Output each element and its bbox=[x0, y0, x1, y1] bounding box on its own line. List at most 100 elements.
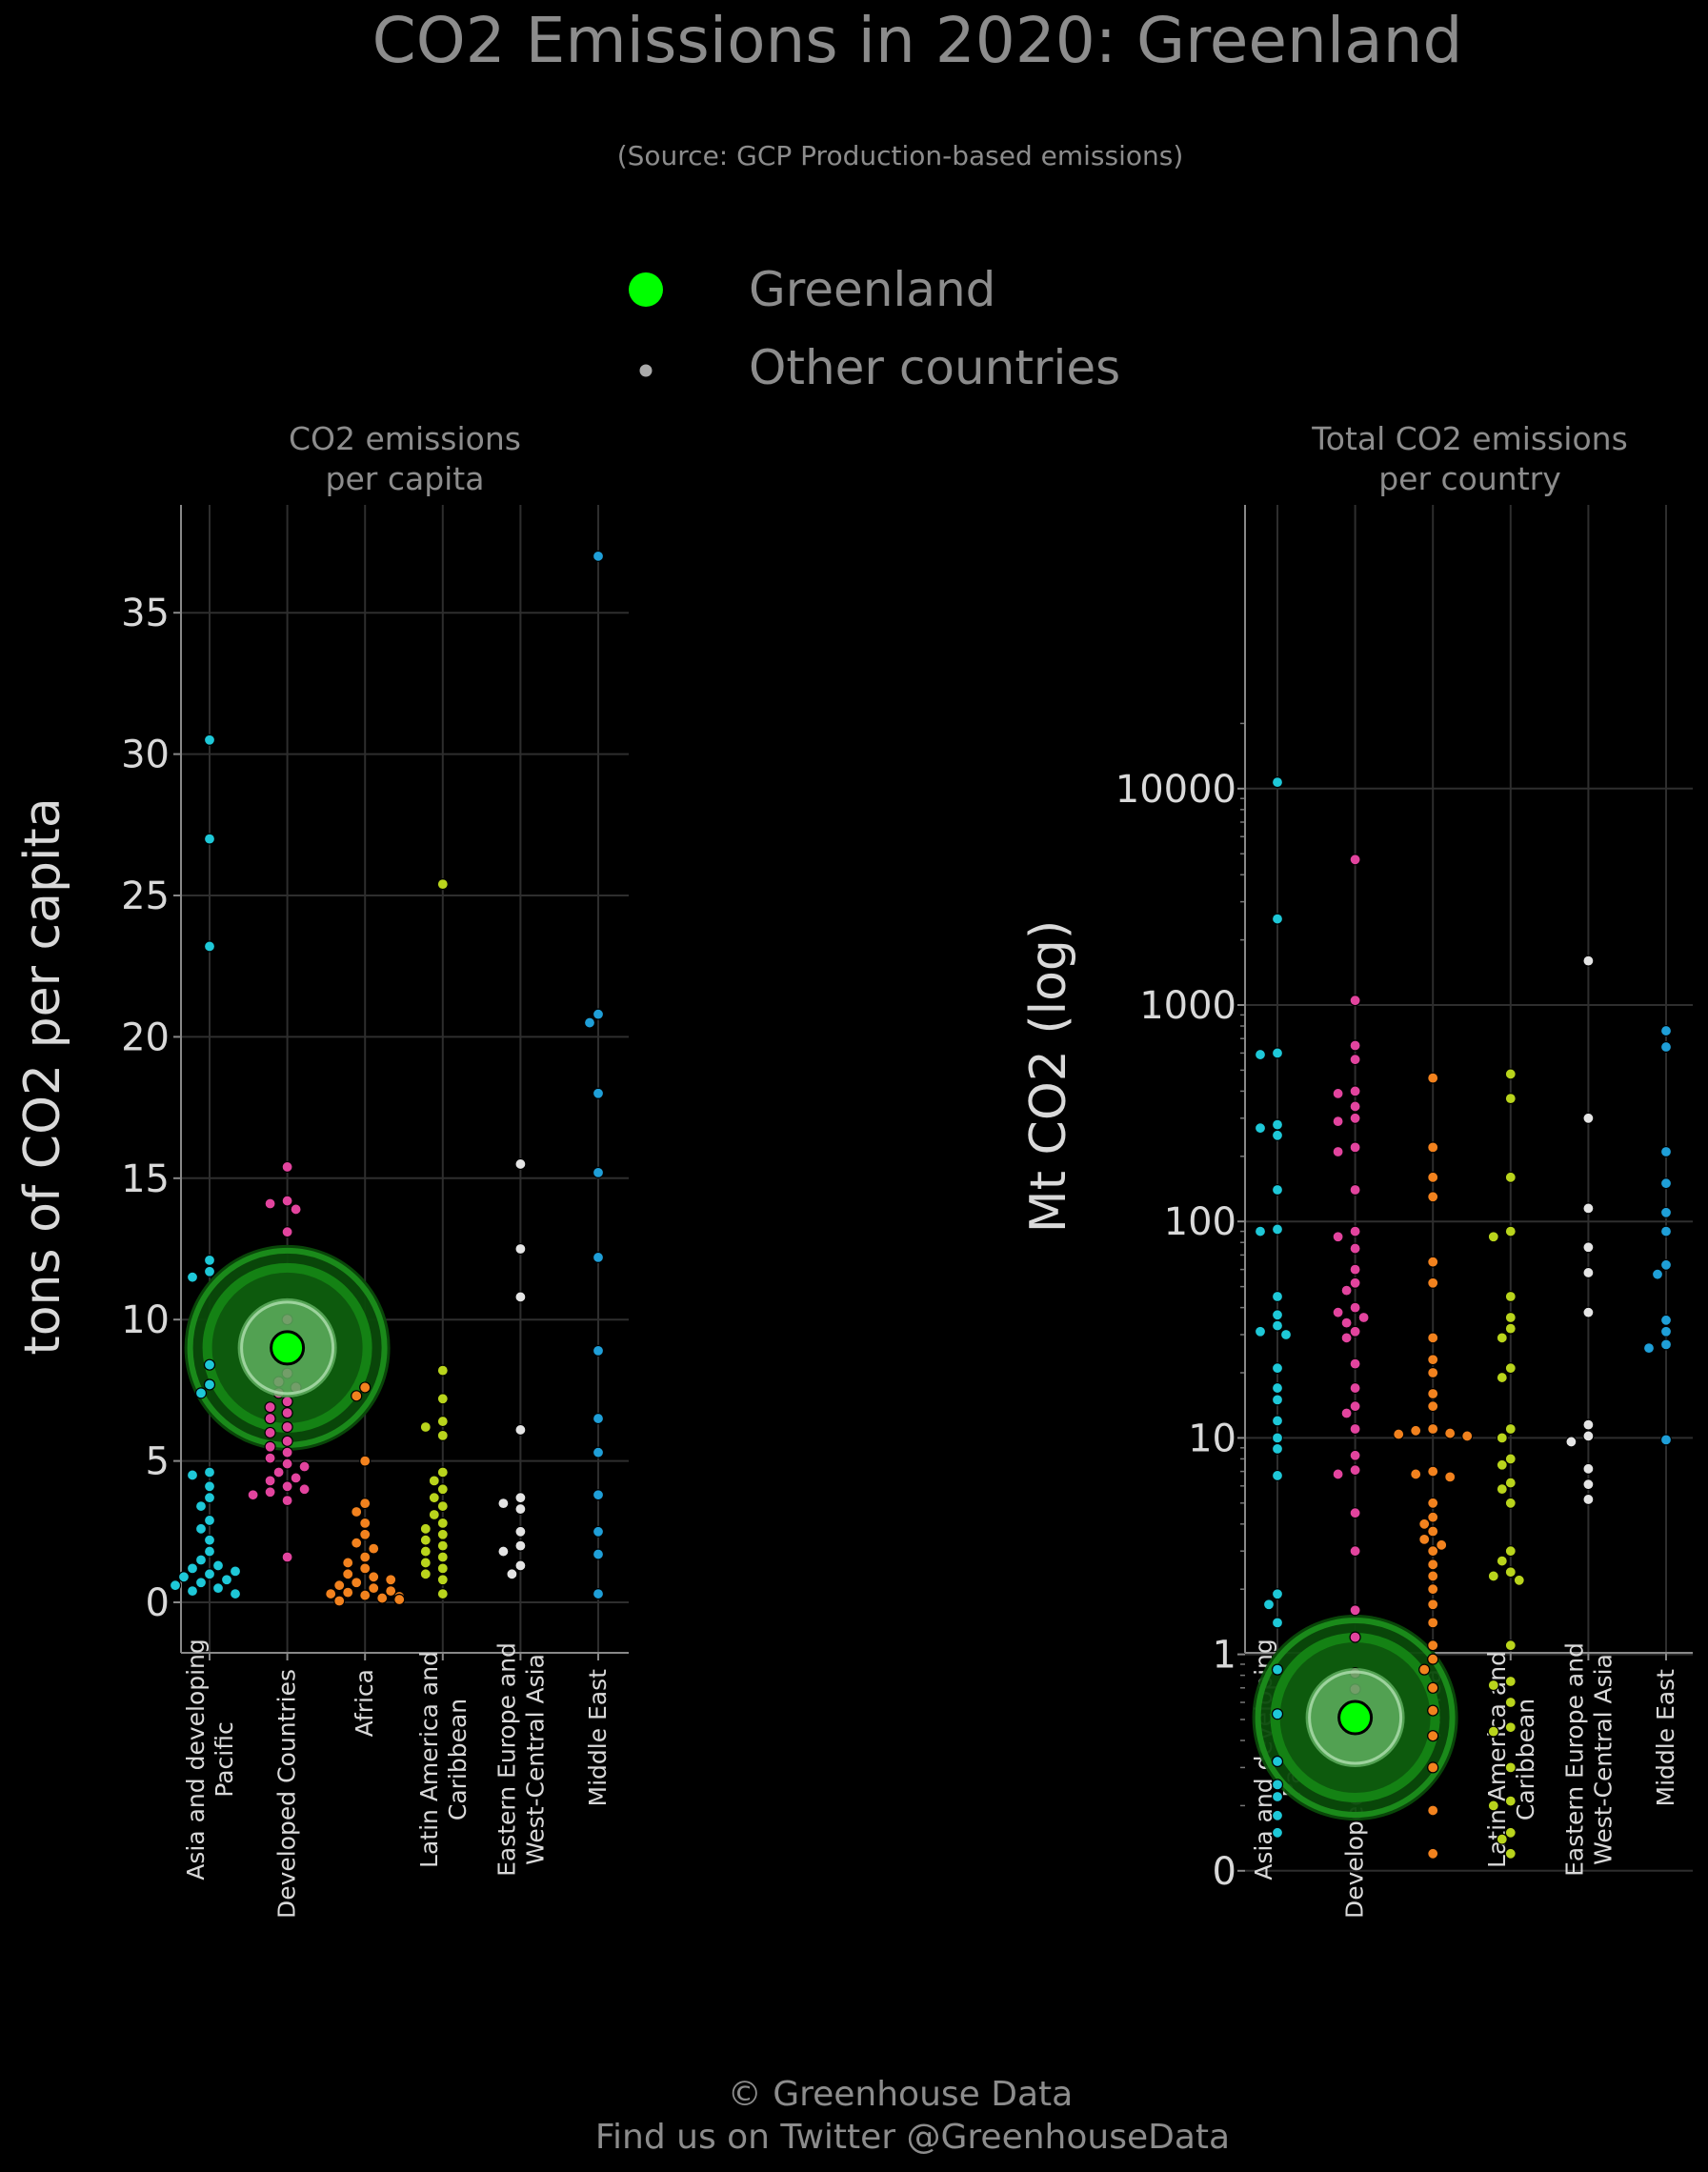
data-point bbox=[1254, 1122, 1267, 1135]
data-point bbox=[1659, 1206, 1673, 1218]
data-point bbox=[290, 1472, 302, 1484]
data-point bbox=[1349, 1263, 1361, 1276]
y-tick-label: 5 bbox=[146, 1440, 170, 1484]
data-point bbox=[211, 1559, 225, 1572]
data-point bbox=[298, 1483, 311, 1496]
data-point bbox=[194, 1499, 208, 1513]
highlight-point-greenland bbox=[1337, 1699, 1374, 1736]
data-point bbox=[1271, 1183, 1284, 1197]
data-point bbox=[376, 1592, 389, 1604]
legend-other-label: Other countries bbox=[749, 340, 1120, 395]
data-point bbox=[1427, 1465, 1439, 1478]
data-point bbox=[1487, 1231, 1499, 1243]
data-point bbox=[351, 1505, 363, 1518]
data-point bbox=[1427, 1545, 1439, 1558]
data-point bbox=[1332, 1145, 1344, 1158]
data-point bbox=[1254, 1048, 1267, 1061]
data-point bbox=[1418, 1518, 1431, 1530]
data-point bbox=[264, 1475, 276, 1487]
data-point bbox=[351, 1577, 363, 1589]
x-tick-label: Developed Countries bbox=[273, 1669, 301, 1919]
highlight-halo-inner-ring bbox=[240, 1300, 335, 1396]
data-point bbox=[1427, 1191, 1439, 1203]
data-point bbox=[1271, 1790, 1284, 1803]
data-point bbox=[1642, 1342, 1656, 1355]
data-point bbox=[1496, 1833, 1508, 1845]
data-point bbox=[264, 1412, 276, 1425]
y-tick-label: 0 bbox=[1213, 1850, 1236, 1894]
legend-other-marker bbox=[638, 363, 653, 378]
data-point bbox=[359, 1498, 372, 1510]
data-point bbox=[1504, 1093, 1517, 1105]
data-point bbox=[351, 1390, 363, 1402]
data-point bbox=[1496, 1371, 1508, 1384]
data-point bbox=[1504, 1311, 1517, 1324]
data-point bbox=[1582, 1430, 1595, 1442]
data-point bbox=[1504, 1847, 1517, 1860]
data-point bbox=[1427, 1804, 1439, 1817]
y-tick-label: 15 bbox=[121, 1157, 170, 1201]
data-point bbox=[1418, 1663, 1431, 1676]
panel-subtitle-line: Total CO2 emissions bbox=[1311, 420, 1628, 457]
data-point bbox=[592, 550, 605, 562]
data-point bbox=[186, 1271, 199, 1283]
highlight-point-greenland bbox=[270, 1330, 306, 1366]
page-title: CO2 Emissions in 2020: Greenland bbox=[372, 4, 1463, 77]
data-point bbox=[203, 1378, 216, 1391]
data-point bbox=[272, 1466, 285, 1478]
y-tick-label: 1000 bbox=[1139, 984, 1236, 1028]
data-point bbox=[1349, 1464, 1361, 1477]
data-point bbox=[203, 1358, 216, 1371]
data-point bbox=[1332, 1468, 1344, 1480]
data-point bbox=[203, 1492, 216, 1504]
data-point bbox=[1496, 1555, 1508, 1567]
data-point bbox=[436, 1517, 449, 1529]
data-point bbox=[1504, 1761, 1517, 1774]
data-point bbox=[1427, 1570, 1439, 1582]
data-point bbox=[1349, 1400, 1361, 1413]
data-point bbox=[1427, 1599, 1439, 1611]
data-point bbox=[1659, 1338, 1673, 1351]
x-tick-label-line: Eastern Europe and bbox=[1560, 1642, 1588, 1877]
data-point bbox=[203, 1480, 216, 1493]
data-point bbox=[1504, 1566, 1517, 1579]
data-point bbox=[359, 1562, 372, 1575]
data-point bbox=[281, 1160, 293, 1174]
data-point bbox=[247, 1489, 259, 1501]
data-point bbox=[514, 1423, 527, 1437]
y-axis-label: Mt CO2 (log) bbox=[1020, 920, 1077, 1233]
data-point bbox=[1659, 1145, 1673, 1158]
data-point bbox=[194, 1522, 208, 1535]
data-point bbox=[203, 1265, 216, 1277]
data-point bbox=[1332, 1116, 1344, 1128]
data-point bbox=[281, 1480, 293, 1493]
data-point bbox=[419, 1568, 432, 1580]
data-point bbox=[203, 1545, 216, 1558]
page-subtitle: (Source: GCP Production-based emissions) bbox=[617, 140, 1184, 171]
data-point bbox=[436, 1539, 449, 1552]
data-point bbox=[1427, 1400, 1439, 1413]
data-point bbox=[1582, 1462, 1595, 1475]
data-point bbox=[592, 1087, 605, 1099]
data-point bbox=[1496, 1332, 1508, 1344]
data-point bbox=[1582, 1418, 1595, 1431]
data-point bbox=[1659, 1434, 1673, 1446]
data-point bbox=[1271, 1442, 1284, 1455]
data-point bbox=[290, 1203, 302, 1216]
data-point bbox=[1427, 1761, 1439, 1774]
x-tick-label-line: Pacific bbox=[211, 1721, 238, 1797]
x-tick-label: Latin America and Caribbean bbox=[415, 1651, 472, 1868]
data-point bbox=[1659, 1225, 1673, 1237]
data-point bbox=[351, 1537, 363, 1549]
data-point bbox=[1504, 1545, 1517, 1558]
data-point bbox=[436, 1429, 449, 1441]
x-tick-label: Eastern Europe and West-Central Asia bbox=[492, 1642, 549, 1877]
data-point bbox=[1332, 1087, 1344, 1100]
data-point bbox=[194, 1554, 208, 1566]
y-tick-label: 35 bbox=[121, 592, 170, 635]
data-point bbox=[1332, 1231, 1344, 1243]
data-point bbox=[264, 1440, 276, 1453]
data-point bbox=[203, 734, 216, 746]
data-point bbox=[583, 1016, 596, 1029]
